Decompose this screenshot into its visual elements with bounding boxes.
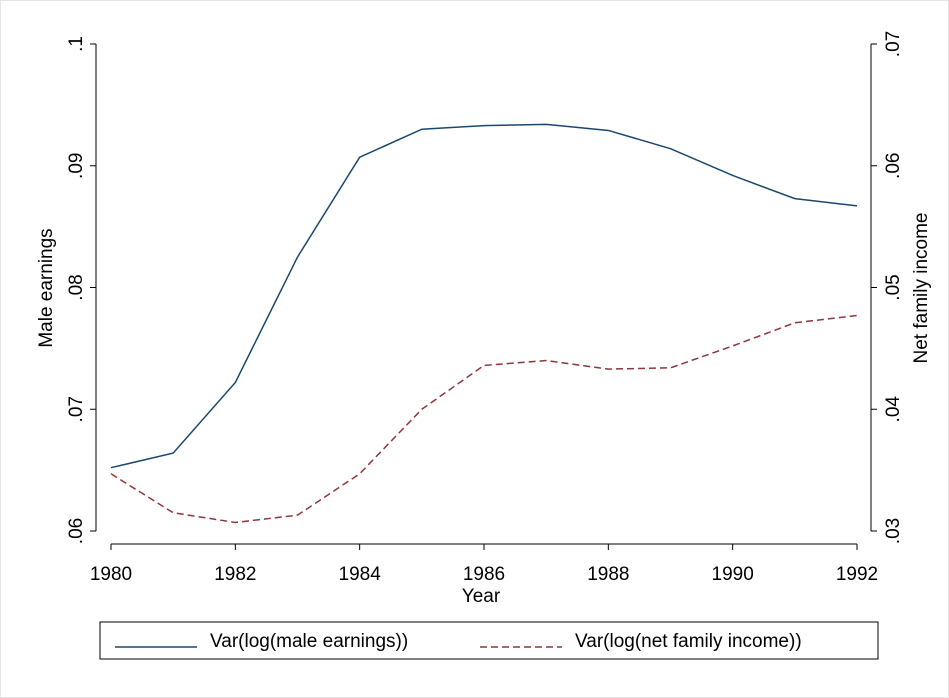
x-tick-label: 1990 — [712, 564, 754, 585]
y-axis-title: Male earnings — [36, 228, 57, 347]
y-tick-label: .06 — [66, 518, 87, 544]
y2-tick-label: .05 — [883, 274, 904, 300]
x-tick-label: 1980 — [90, 564, 132, 585]
x-tick-label: 1988 — [587, 564, 629, 585]
legend-box — [99, 621, 879, 660]
x-axis-title: Year — [462, 586, 501, 607]
y-tick-label: .09 — [66, 153, 87, 179]
series-line — [110, 314, 858, 524]
x-tick-label: 1984 — [339, 564, 382, 585]
y-tick-label: .07 — [66, 396, 87, 422]
x-tick-label: 1992 — [836, 564, 878, 585]
legend-label: Var(log(male earnings)) — [210, 631, 408, 652]
y2-tick-label: .07 — [883, 31, 904, 57]
x-tick-label: 1982 — [214, 564, 256, 585]
y2-tick-label: .03 — [883, 518, 904, 544]
y2-tick-label: .04 — [883, 396, 904, 423]
y2-axis-title: Net family income — [911, 213, 932, 364]
y2-tick-label: .06 — [883, 153, 904, 179]
x-tick-label: 1986 — [463, 564, 505, 585]
series-line — [110, 123, 858, 469]
y-tick-label: .08 — [66, 274, 87, 300]
y-tick-label: .1 — [66, 36, 87, 52]
legend-label: Var(log(net family income)) — [575, 631, 802, 652]
